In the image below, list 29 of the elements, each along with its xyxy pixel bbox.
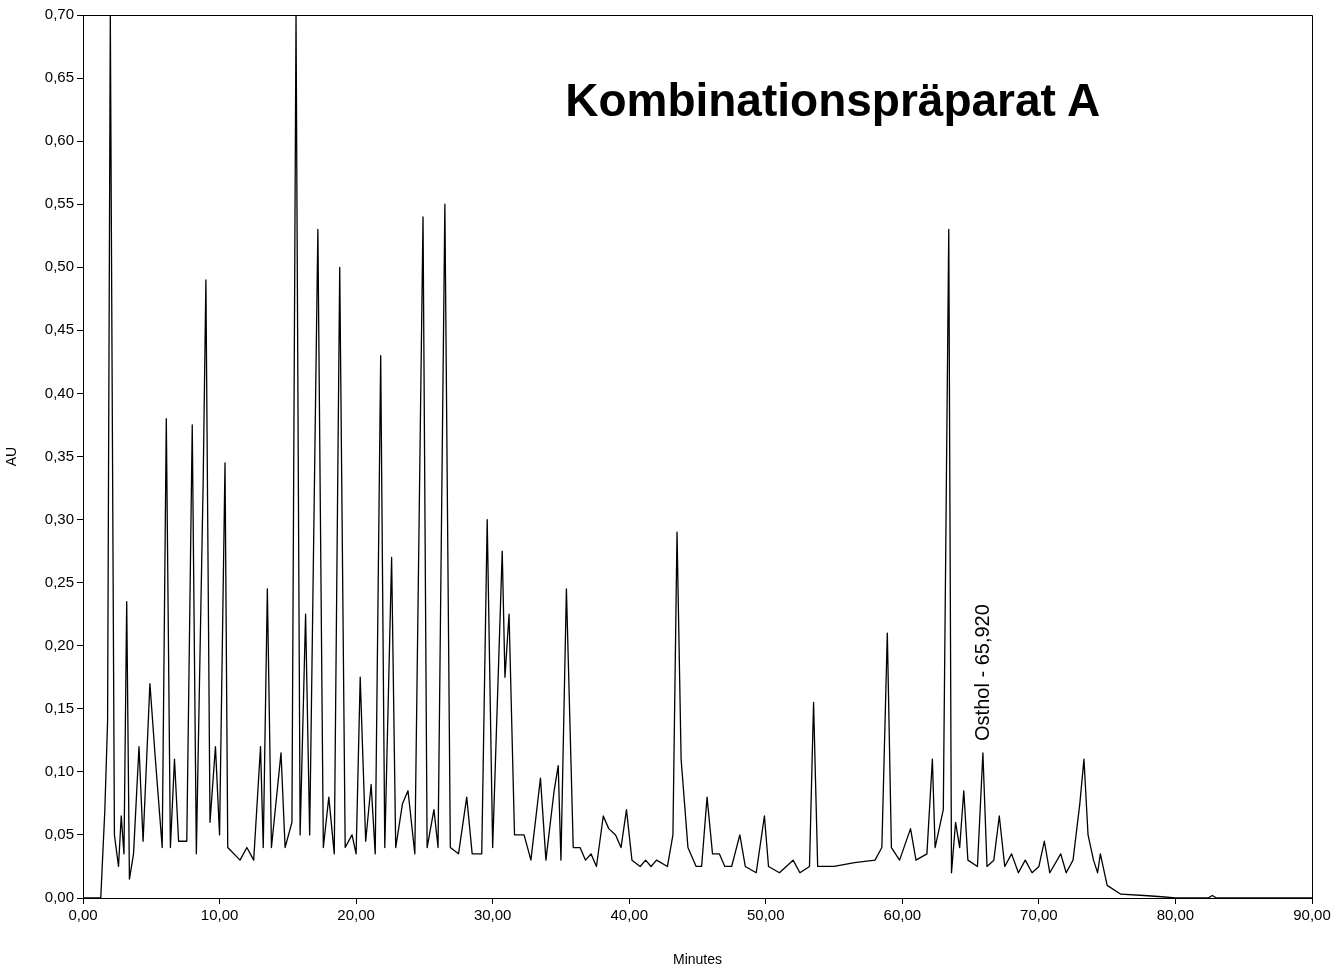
y-tick-label: 0,05 xyxy=(44,825,74,843)
x-tick-label: 40,00 xyxy=(610,906,648,924)
x-tick-label: 60,00 xyxy=(883,906,922,924)
annotation: Osthol - 65,920 xyxy=(970,604,993,741)
y-tick-label: 0,35 xyxy=(44,446,74,464)
text: Kombinationspräparat A xyxy=(565,73,1101,126)
y-tick-label: 0,15 xyxy=(44,698,74,716)
y-tick-label: 0,10 xyxy=(44,762,74,779)
x-tick-label: 0,00 xyxy=(68,906,98,924)
y-tick-label: 0,65 xyxy=(44,68,74,86)
x-tick-label: 10,00 xyxy=(200,906,239,924)
x-tick-label: 80,00 xyxy=(1156,906,1195,924)
x-tick-label: 90,00 xyxy=(1293,906,1331,924)
y-axis-title: AU xyxy=(3,446,20,467)
y-tick-label: 0,20 xyxy=(44,635,74,653)
x-axis-title: Minutes xyxy=(672,951,723,968)
y-tick-label: 0,55 xyxy=(44,194,74,212)
x-tick-label: 70,00 xyxy=(1020,906,1058,924)
y-tick-label: 0,25 xyxy=(44,572,74,590)
y-tick-label: 0,30 xyxy=(44,509,74,527)
x-tick-label: 30,00 xyxy=(473,906,512,924)
x-tick-label: 20,00 xyxy=(337,906,375,924)
y-tick-label: 0,45 xyxy=(44,320,74,338)
y-tick-label: 0,60 xyxy=(44,131,74,149)
y-tick-label: 0,70 xyxy=(44,5,74,23)
y-tick-label: 0,50 xyxy=(44,257,74,275)
y-tick-label: 0,00 xyxy=(44,888,74,906)
y-tick-label: 0,40 xyxy=(44,383,74,401)
x-tick-label: 50,00 xyxy=(747,906,785,924)
